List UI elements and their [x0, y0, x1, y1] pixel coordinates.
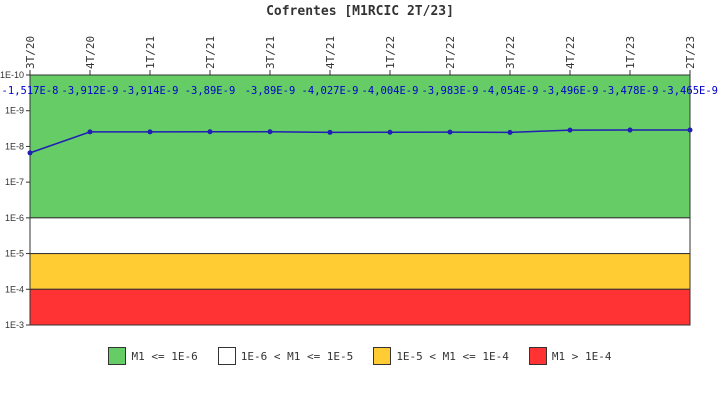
data-point — [327, 129, 333, 135]
legend-item: 1E-5 < M1 <= 1E-4 — [373, 347, 509, 365]
y-tick-label: 1E-10 — [0, 70, 24, 80]
data-point — [627, 127, 633, 133]
legend-item: 1E-6 < M1 <= 1E-5 — [217, 347, 354, 365]
legend-label: M1 > 1E-4 — [551, 349, 612, 363]
band-2 — [29, 253, 691, 290]
legend-item: M1 <= 1E-6 — [108, 347, 198, 365]
chart-title: Cofrentes [M1RCIC 2T/23] — [266, 4, 454, 19]
x-tick-label: 2T/22 — [444, 36, 457, 69]
data-point — [687, 127, 693, 133]
x-tick-label: 1T/22 — [384, 36, 397, 69]
y-tick-label: 1E-8 — [5, 141, 24, 151]
y-tick-label: 1E-9 — [5, 106, 24, 116]
x-tick-label: 4T/22 — [564, 36, 577, 69]
x-tick-label: 1T/21 — [144, 36, 157, 69]
data-label: -3,914E-9 — [122, 85, 179, 97]
threshold-bands — [29, 74, 691, 326]
data-label: -4,027E-9 — [302, 85, 359, 97]
x-tick-label: 4T/21 — [324, 36, 337, 69]
data-point — [567, 127, 573, 133]
data-label: -4,054E-9 — [482, 85, 539, 97]
x-tick-label: 2T/21 — [204, 36, 217, 69]
band-1 — [29, 217, 691, 255]
data-point — [507, 129, 513, 135]
legend-label: 1E-6 < M1 <= 1E-5 — [240, 349, 354, 363]
data-label: -1,517E-8 — [2, 85, 59, 97]
data-point — [267, 129, 273, 135]
legend-label: 1E-5 < M1 <= 1E-4 — [396, 349, 509, 363]
band-0 — [29, 74, 691, 219]
data-label: -3,89E-9 — [245, 85, 296, 97]
legend-swatch — [217, 347, 236, 365]
series-line — [29, 129, 691, 154]
data-point — [447, 129, 453, 135]
data-label: -3,983E-9 — [422, 85, 479, 97]
data-label: -3,89E-9 — [185, 85, 236, 97]
data-point — [207, 129, 213, 135]
y-tick-label: 1E-6 — [5, 213, 24, 223]
y-tick-label: 1E-3 — [5, 320, 24, 330]
data-point — [27, 150, 33, 156]
data-label: -3,912E-9 — [62, 85, 119, 97]
legend-swatch — [108, 347, 127, 365]
data-point — [387, 129, 393, 135]
x-tick-label: 2T/23 — [684, 36, 697, 69]
legend: M1 <= 1E-6 1E-6 < M1 <= 1E-5 1E-5 < M1 <= … — [0, 344, 720, 368]
legend-item: M1 > 1E-4 — [528, 347, 612, 365]
data-point — [147, 129, 153, 135]
x-tick-label: 3T/22 — [504, 36, 517, 69]
legend-label: M1 <= 1E-6 — [131, 349, 198, 363]
x-tick-label: 1T/23 — [624, 36, 637, 69]
y-tick-label: 1E-7 — [5, 177, 24, 187]
legend-swatch — [373, 347, 392, 365]
x-tick-label: 4T/20 — [84, 36, 97, 69]
x-axis-ticks: 3T/20 4T/20 1T/21 2T/21 3T/21 4T/21 1T/22 2T/22… — [24, 36, 697, 75]
y-tick-label: 1E-5 — [5, 249, 24, 259]
data-point — [87, 129, 93, 135]
y-tick-label: 1E-4 — [5, 284, 24, 294]
series-line-group — [27, 127, 693, 156]
x-tick-label: 3T/21 — [264, 36, 277, 69]
data-label: -4,004E-9 — [362, 85, 419, 97]
data-label: -3,496E-9 — [542, 85, 599, 97]
data-label: -3,465E-9 — [661, 85, 718, 97]
band-3 — [29, 288, 691, 326]
x-tick-label: 3T/20 — [24, 36, 37, 69]
y-axis-ticks: 1E-10 1E-9 1E-8 1E-7 1E-6 1E-5 1E-4 1E-3 — [0, 70, 30, 330]
data-label: -3,478E-9 — [602, 85, 659, 97]
legend-swatch — [528, 347, 547, 365]
data-labels: -1,517E-8 -3,912E-9 -3,914E-9 -3,89E-9 -3,89… — [2, 85, 718, 97]
